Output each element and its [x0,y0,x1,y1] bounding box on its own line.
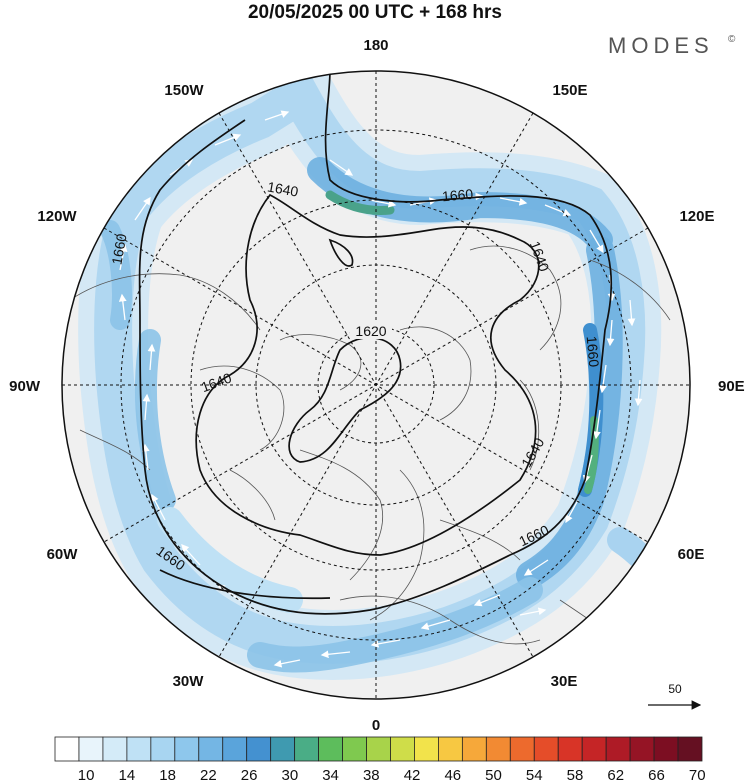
lon-label-90e: 90E [718,378,745,395]
colorbar-swatch [509,736,535,762]
lon-label-150e: 150E [552,82,587,99]
colorbar-tick-label: 46 [444,767,461,782]
colorbar-swatch [605,736,631,762]
colorbar-swatch [485,736,511,762]
colorbar-tick-label: 34 [322,767,339,782]
colorbar-tick-label: 26 [241,767,258,782]
colorbar-swatch [198,736,224,762]
map-border [61,70,691,700]
colorbar-swatch [629,736,655,762]
colorbar-swatch [174,736,200,762]
colorbar-swatch [653,736,679,762]
colorbar-tick-label: 62 [607,767,624,782]
colorbar-swatch [270,736,296,762]
reference-vector: 50 [648,682,702,710]
colorbar-tick-label: 50 [485,767,502,782]
colorbar-swatch [342,736,367,762]
colorbar [54,736,703,762]
colorbar-tick-label: 66 [648,767,665,782]
colorbar-tick-label: 42 [404,767,421,782]
lon-label-30w: 30W [173,673,205,690]
lon-label-30e: 30E [551,673,578,690]
lon-label-60e: 60E [678,546,705,563]
colorbar-swatch [126,736,152,762]
colorbar-labels: 10 14 18 22 26 30 34 38 42 46 50 54 58 62 66 70 [78,767,706,782]
contour-label: 1660 [584,335,603,368]
colorbar-tick-label: 10 [78,767,95,782]
colorbar-swatch [102,736,128,762]
polar-stereographic-disc [62,71,690,699]
colorbar-swatch [581,736,607,762]
colorbar-swatch [294,736,319,762]
height-contours [138,71,613,615]
colorbar-swatch [150,736,176,762]
colorbar-swatch [414,736,439,762]
lon-label-150w: 150W [164,82,204,99]
lon-label-0: 0 [372,717,380,734]
lon-label-60w: 60W [47,546,79,563]
colorbar-swatch [438,736,463,762]
colorbar-tick-label: 54 [526,767,543,782]
colorbar-swatch [246,736,272,762]
colorbar-swatch [390,736,415,762]
contour-label: 1620 [355,323,386,339]
brand-mark: © [728,34,736,45]
reference-vector-label: 50 [668,682,682,696]
lon-label-120e: 120E [679,208,714,225]
colorbar-swatch [677,736,703,762]
colorbar-tick-label: 22 [200,767,217,782]
colorbar-swatch [366,736,391,762]
colorbar-tick-label: 30 [281,767,298,782]
map-title: 20/05/2025 00 UTC + 168 hrs [248,2,502,23]
colorbar-tick-label: 58 [567,767,584,782]
lon-label-120w: 120W [37,208,77,225]
graticule [62,71,690,699]
colorbar-tick-label: 14 [119,767,136,782]
contour-label: 1660 [108,232,129,266]
colorbar-swatch [318,736,343,762]
lon-label-180: 180 [363,37,388,54]
colorbar-swatch [222,736,248,762]
colorbar-swatch [557,736,583,762]
brand-logo: MODES [608,33,714,58]
contour-label: 1640 [266,178,300,199]
colorbar-tick-label: 18 [159,767,176,782]
lon-label-90w: 90W [9,378,41,395]
colorbar-tick-label: 70 [689,767,706,782]
colorbar-swatch [461,736,487,762]
colorbar-swatch [78,736,104,762]
colorbar-swatch [533,736,559,762]
contour-label: 1660 [441,186,474,205]
colorbar-tick-label: 38 [363,767,380,782]
longitude-labels: 180 0 90W 90E 150W 120W 150E 120E 60W 30… [9,37,745,734]
colorbar-swatch [54,736,80,762]
